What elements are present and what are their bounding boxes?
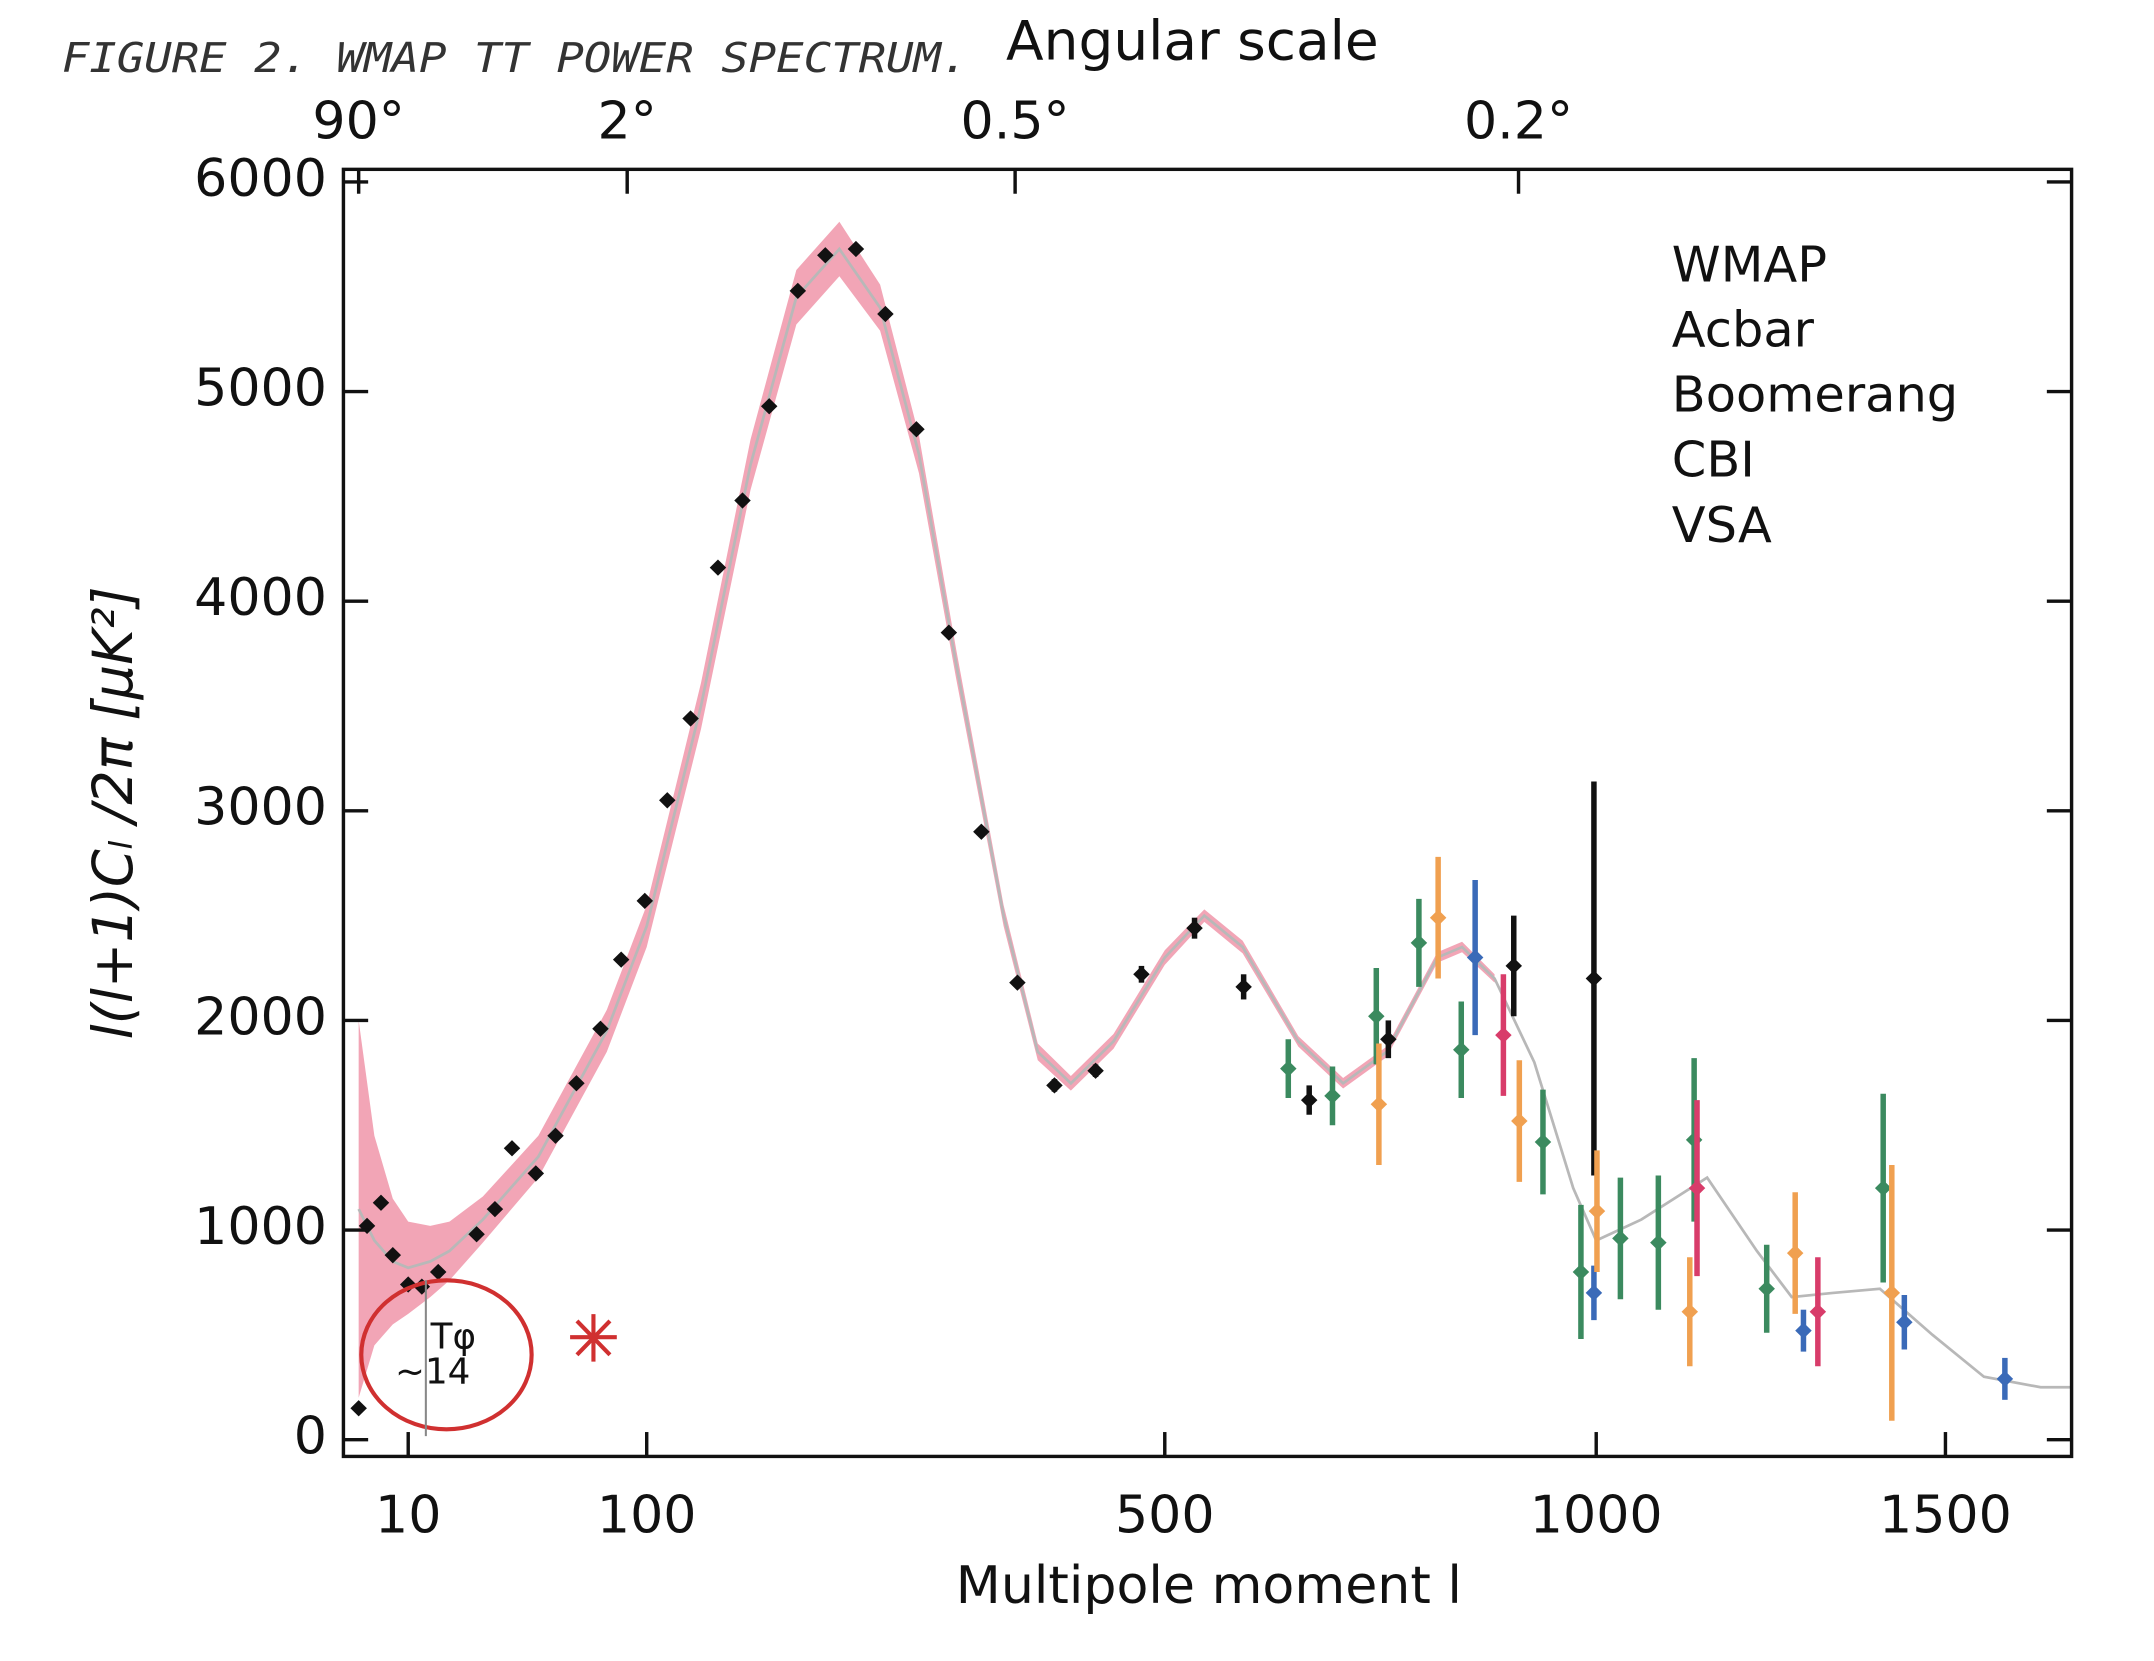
data-point: [1786, 1244, 1804, 1262]
data-point: [527, 1165, 545, 1182]
data-point: [1650, 1234, 1667, 1251]
data-point: [1009, 974, 1026, 991]
data-point: [384, 1247, 402, 1264]
plot-area: [350, 221, 2072, 1421]
data-point: [1495, 1026, 1512, 1044]
y-tick-label: 0: [294, 1407, 327, 1467]
y-tick-label: 6000: [194, 149, 327, 209]
data-point: [1186, 920, 1203, 937]
data-point: [1795, 1322, 1812, 1339]
y-axis-title: l(l+1)Cₗ /2π [μK²]: [81, 586, 145, 1039]
data-point: [350, 1400, 367, 1417]
data-point: [1368, 1008, 1385, 1025]
x-tick-label: 1500: [1879, 1486, 2012, 1546]
x2-tick-label: 90°: [312, 92, 405, 152]
data-point: [908, 421, 925, 438]
y-tick-label: 1000: [194, 1197, 327, 1257]
data-point: [709, 559, 727, 576]
data-point: [1280, 1060, 1297, 1077]
x-axis-title: Multipole moment l: [956, 1556, 1462, 1616]
x2-tick-label: 0.2°: [1464, 92, 1573, 152]
legend-entry: VSA: [1672, 496, 1772, 554]
y-tick-label: 2000: [194, 988, 327, 1048]
data-point: [1681, 1303, 1699, 1320]
data-point: [1133, 966, 1150, 983]
x-tick-label: 10: [375, 1486, 441, 1546]
data-point: [1572, 1263, 1590, 1281]
x2-tick-label: 2°: [598, 92, 657, 152]
data-point: [973, 823, 990, 840]
data-point: [847, 240, 865, 258]
hand-circle: [359, 1278, 534, 1432]
data-point: [1896, 1314, 1913, 1331]
model-band: [358, 221, 1495, 1398]
plot-frame: [341, 167, 2074, 1459]
data-point: [1087, 1062, 1104, 1079]
data-point: [682, 710, 699, 727]
data-point: [1685, 1131, 1703, 1149]
data-point: [1585, 970, 1603, 987]
data-point: [1809, 1303, 1827, 1320]
data-point: [940, 624, 958, 641]
data-point: [1380, 1031, 1397, 1048]
data-point: [1883, 1284, 1901, 1302]
data-point: [1585, 1284, 1603, 1302]
legend-entry: Acbar: [1672, 301, 1815, 359]
data-point: [734, 492, 751, 509]
data-point: [503, 1140, 521, 1157]
data-point: [1996, 1370, 2014, 1387]
data-point: [1429, 909, 1447, 926]
data-point: [486, 1200, 504, 1218]
x-tick-label: 1000: [1530, 1486, 1663, 1546]
data-point: [1688, 1179, 1706, 1197]
data-point: [1612, 1230, 1629, 1247]
data-point: [1534, 1133, 1552, 1151]
y-tick-label: 5000: [194, 359, 327, 419]
data-point: [1874, 1179, 1892, 1197]
data-point: [1758, 1280, 1775, 1297]
y-tick-label: 3000: [194, 778, 327, 838]
legend-entry: CBI: [1672, 431, 1755, 489]
data-point: [1511, 1112, 1528, 1130]
data-point: [1410, 934, 1428, 951]
hand-asterisk: [570, 1314, 617, 1362]
data-point: [1466, 949, 1484, 966]
data-point: [1046, 1077, 1063, 1094]
top-axis-title: Angular scale: [1006, 9, 1379, 73]
data-point: [1324, 1087, 1341, 1105]
hand-note: Tφ: [430, 1317, 476, 1358]
legend-entry: Boomerang: [1672, 366, 1958, 424]
data-point: [468, 1226, 485, 1243]
data-point: [372, 1194, 390, 1211]
data-point: [1588, 1203, 1606, 1220]
x-tick-label: 100: [597, 1486, 697, 1546]
data-point: [1453, 1041, 1470, 1058]
data-point: [1300, 1091, 1318, 1109]
data-point: [1505, 957, 1523, 975]
legend-entry: WMAP: [1672, 236, 1827, 294]
data-point: [877, 305, 894, 323]
model-line: [357, 246, 2072, 1389]
handwritten-title: FIGURE 2. WMAP TT POWER SPECTRUM.: [62, 34, 969, 82]
x2-tick-label: 0.5°: [961, 92, 1070, 152]
data-point: [1235, 978, 1252, 996]
hand-note: ~14: [395, 1352, 470, 1393]
data-point: [612, 951, 630, 968]
x-tick-label: 500: [1115, 1486, 1215, 1546]
y-tick-label: 4000: [194, 568, 327, 628]
data-point: [1370, 1096, 1388, 1113]
data-point: [429, 1263, 447, 1281]
